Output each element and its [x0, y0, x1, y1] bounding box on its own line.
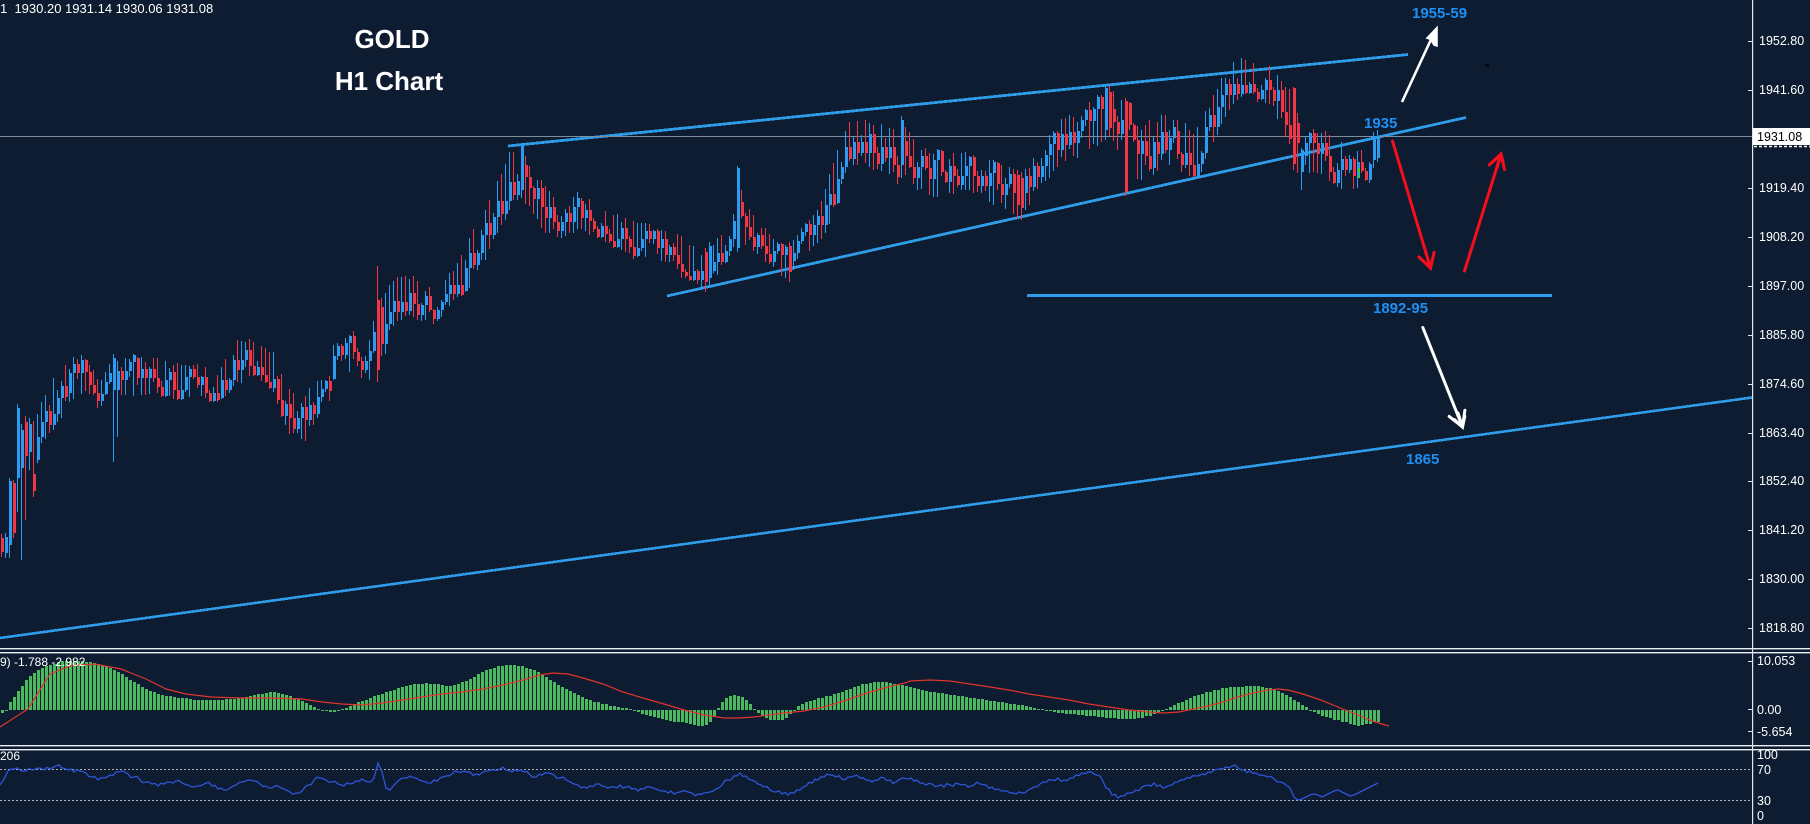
svg-text:100: 100	[1757, 748, 1778, 762]
svg-text:10.053: 10.053	[1757, 654, 1795, 668]
svg-text:206: 206	[0, 749, 20, 763]
svg-text:-5.654: -5.654	[1757, 725, 1792, 739]
svg-text:0: 0	[1757, 809, 1764, 823]
svg-text:1955-59: 1955-59	[1412, 5, 1467, 22]
svg-text:1 1930.20 1931.14 1930.06 193: 1 1930.20 1931.14 1930.06 1931.08	[0, 1, 213, 16]
svg-text:1852.40: 1852.40	[1759, 474, 1804, 488]
svg-text:H1 Chart: H1 Chart	[335, 66, 444, 96]
svg-text:1892-95: 1892-95	[1373, 300, 1428, 317]
svg-text:9) -1.788 -2.982: 9) -1.788 -2.982	[0, 655, 86, 669]
svg-text:1931.08: 1931.08	[1757, 130, 1802, 144]
svg-text:1897.00: 1897.00	[1759, 279, 1804, 293]
svg-text:1919.40: 1919.40	[1759, 181, 1804, 195]
svg-text:1941.60: 1941.60	[1759, 83, 1804, 97]
svg-text:1908.20: 1908.20	[1759, 230, 1804, 244]
svg-text:1874.60: 1874.60	[1759, 377, 1804, 391]
svg-text:1865: 1865	[1406, 451, 1439, 468]
svg-text:1935: 1935	[1364, 115, 1397, 132]
svg-text:1952.80: 1952.80	[1759, 34, 1804, 48]
svg-text:1830.00: 1830.00	[1759, 572, 1804, 586]
svg-text:1863.40: 1863.40	[1759, 426, 1804, 440]
svg-text:GOLD: GOLD	[354, 24, 429, 54]
svg-text:1841.20: 1841.20	[1759, 523, 1804, 537]
svg-text:0.00: 0.00	[1757, 703, 1781, 717]
svg-text:30: 30	[1757, 794, 1771, 808]
svg-text:70: 70	[1757, 763, 1771, 777]
svg-text:1818.80: 1818.80	[1759, 621, 1804, 635]
svg-text:1885.80: 1885.80	[1759, 328, 1804, 342]
